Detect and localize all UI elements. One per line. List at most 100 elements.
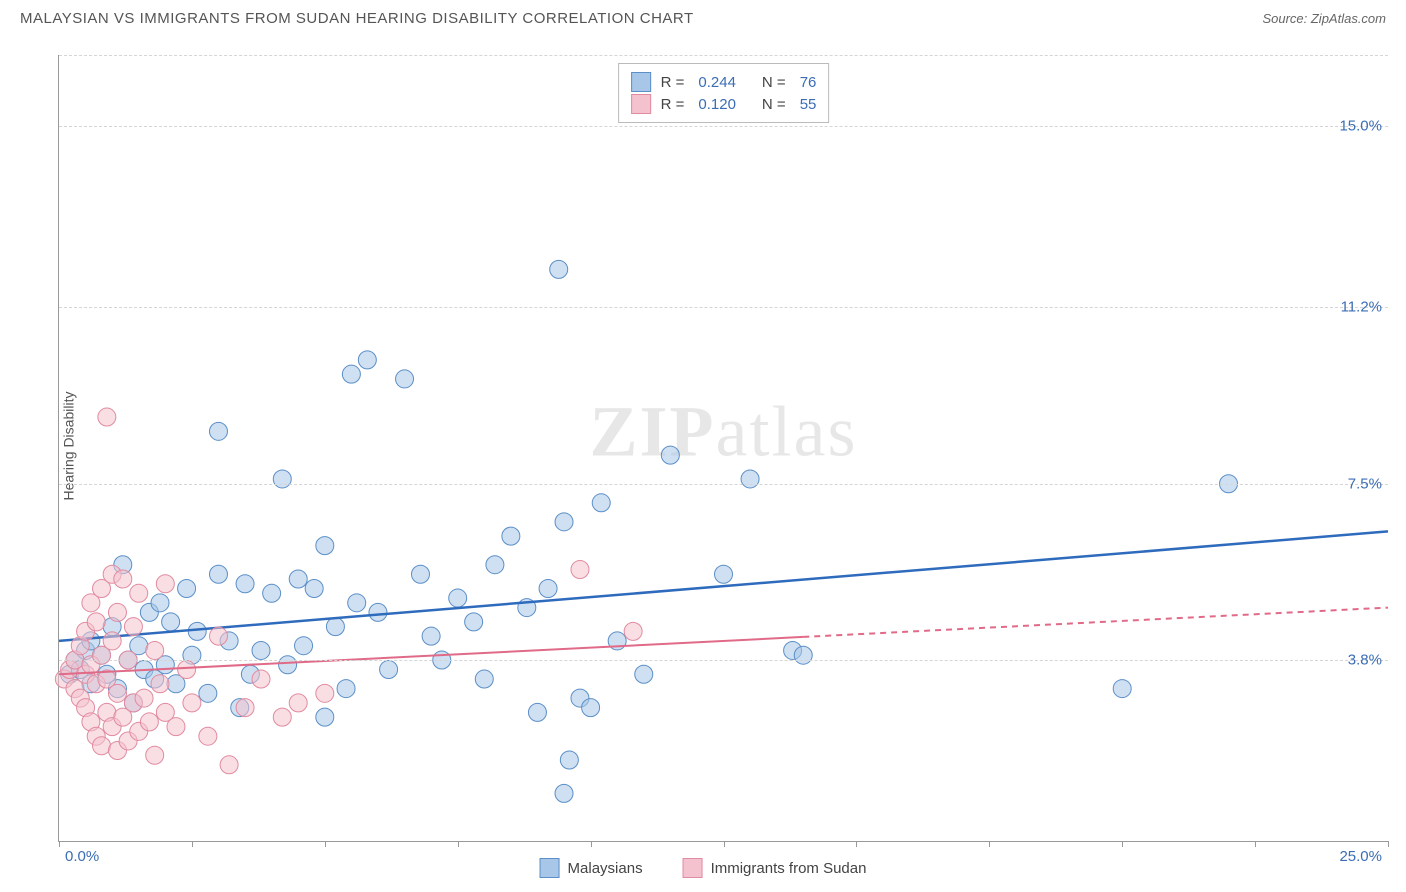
scatter-point [369,603,387,621]
scatter-point [140,713,158,731]
scatter-point [124,618,142,636]
legend-swatch [631,94,651,114]
scatter-point [252,641,270,659]
scatter-point [178,661,196,679]
scatter-point [475,670,493,688]
scatter-point [130,584,148,602]
x-tick [59,841,60,847]
trend-line-dashed [803,608,1388,637]
legend-swatch [683,858,703,878]
scatter-point [422,627,440,645]
source-attribution: Source: ZipAtlas.com [1262,11,1386,26]
gridline [59,307,1388,308]
scatter-point [465,613,483,631]
scatter-point [295,637,313,655]
y-tick-label: 7.5% [1348,475,1382,492]
y-tick-label: 3.8% [1348,651,1382,668]
legend-swatch [540,858,560,878]
scatter-point [326,618,344,636]
scatter-point [316,537,334,555]
scatter-point [342,365,360,383]
legend-row: R =0.244N =76 [631,72,817,92]
x-axis-min-label: 0.0% [65,848,99,865]
scatter-point [794,646,812,664]
x-tick [591,841,592,847]
scatter-point [199,727,217,745]
scatter-point [582,699,600,717]
scatter-point [263,584,281,602]
scatter-point [209,627,227,645]
legend-correlation: R =0.244N =76R =0.120N =55 [618,63,830,123]
chart-title: MALAYSIAN VS IMMIGRANTS FROM SUDAN HEARI… [20,10,694,27]
legend-label: Malaysians [568,860,643,877]
scatter-point [151,675,169,693]
x-tick [989,841,990,847]
scatter-point [449,589,467,607]
n-label: N = [762,96,786,113]
n-value: 76 [800,74,817,91]
scatter-point [539,580,557,598]
legend-series: MalaysiansImmigrants from Sudan [540,858,867,878]
scatter-point [162,613,180,631]
scatter-svg [59,55,1388,841]
scatter-point [555,513,573,531]
scatter-point [289,694,307,712]
gridline [59,126,1388,127]
scatter-point [188,622,206,640]
y-tick-label: 11.2% [1341,299,1382,316]
scatter-point [146,746,164,764]
scatter-point [337,680,355,698]
scatter-point [183,694,201,712]
scatter-point [209,565,227,583]
scatter-point [715,565,733,583]
trend-line [59,531,1388,641]
scatter-point [273,708,291,726]
scatter-point [316,684,334,702]
scatter-point [358,351,376,369]
gridline [59,660,1388,661]
scatter-point [560,751,578,769]
scatter-point [571,560,589,578]
scatter-point [273,470,291,488]
scatter-point [528,703,546,721]
scatter-point [486,556,504,574]
scatter-point [114,570,132,588]
chart-container: MALAYSIAN VS IMMIGRANTS FROM SUDAN HEARI… [0,0,1406,892]
n-value: 55 [800,96,817,113]
x-tick [724,841,725,847]
legend-row: R =0.120N =55 [631,94,817,114]
x-tick [192,841,193,847]
scatter-point [93,737,111,755]
scatter-point [98,408,116,426]
source-prefix: Source: [1262,11,1310,26]
scatter-point [236,699,254,717]
scatter-point [87,613,105,631]
chart-plot-area: ZIPatlas R =0.244N =76R =0.120N =55 0.0%… [58,55,1388,842]
title-bar: MALAYSIAN VS IMMIGRANTS FROM SUDAN HEARI… [0,0,1406,33]
scatter-point [1113,680,1131,698]
x-tick [1122,841,1123,847]
scatter-point [151,594,169,612]
scatter-point [103,632,121,650]
scatter-point [411,565,429,583]
source-name: ZipAtlas.com [1311,11,1386,26]
scatter-point [592,494,610,512]
gridline [59,55,1388,56]
scatter-point [209,422,227,440]
scatter-point [635,665,653,683]
scatter-point [741,470,759,488]
scatter-point [220,756,238,774]
scatter-point [108,684,126,702]
scatter-point [252,670,270,688]
scatter-point [236,575,254,593]
scatter-point [146,641,164,659]
legend-item: Malaysians [540,858,643,878]
scatter-point [279,656,297,674]
scatter-point [156,575,174,593]
scatter-point [502,527,520,545]
scatter-point [316,708,334,726]
scatter-point [396,370,414,388]
legend-swatch [631,72,651,92]
x-tick [1388,841,1389,847]
scatter-point [380,661,398,679]
